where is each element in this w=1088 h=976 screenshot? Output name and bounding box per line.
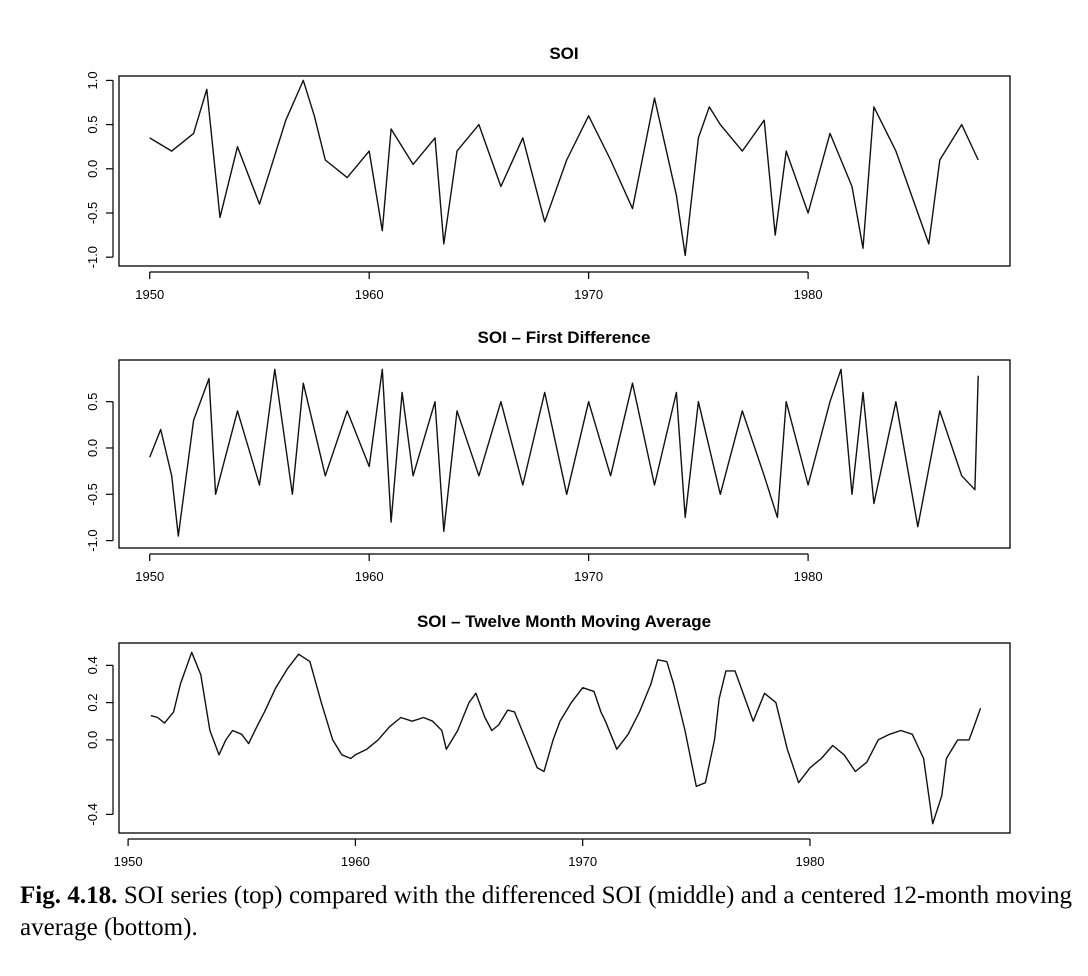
chart-title: SOI: [549, 44, 578, 63]
x-tick-label: 1960: [341, 854, 370, 869]
x-tick-label: 1960: [355, 287, 384, 302]
caption-text: SOI series (top) compared with the diffe…: [20, 882, 1072, 941]
y-tick-label: -1.0: [85, 529, 100, 551]
x-axis: 1950 1960 1970 1980: [135, 271, 823, 302]
y-tick-label: 0.5: [85, 393, 100, 411]
panel-first-difference: SOI – First Difference 1950 1960 1970 1980 …: [85, 328, 1011, 584]
x-tick-label: 1980: [796, 854, 825, 869]
chart-title: SOI – Twelve Month Moving Average: [417, 612, 711, 631]
panel-moving-average: SOI – Twelve Month Moving Average 1950 19…: [85, 612, 1011, 869]
plot-frame: [118, 75, 1011, 267]
x-tick-label: 1950: [114, 854, 143, 869]
x-axis: 1950 1960 1970 1980: [135, 553, 823, 584]
series-line-first-difference: [149, 368, 979, 537]
y-tick-label: 0.4: [85, 656, 100, 674]
y-tick-label: -0.5: [85, 202, 100, 224]
y-axis: -0.4 0.0 0.2 0.4: [85, 656, 114, 826]
panel-soi: SOI 1950 1960 1970 1980 -1.0 -0.5 0.0 0.5 1.0: [85, 44, 1011, 302]
y-axis: -1.0 -0.5 0.0 0.5: [85, 393, 114, 552]
x-tick-label: 1970: [574, 569, 603, 584]
y-tick-label: 0.5: [85, 116, 100, 134]
x-tick-label: 1950: [135, 287, 164, 302]
caption-label: Fig. 4.18.: [20, 882, 118, 909]
plot-frame: [118, 642, 1011, 834]
y-tick-label: 0.0: [85, 160, 100, 178]
x-tick-label: 1960: [355, 569, 384, 584]
y-axis: -1.0 -0.5 0.0 0.5 1.0: [85, 71, 114, 268]
chart-title: SOI – First Difference: [478, 328, 651, 347]
series-line-soi: [149, 79, 979, 257]
y-tick-label: -0.4: [85, 803, 100, 825]
y-tick-label: 1.0: [85, 71, 100, 89]
y-tick-label: 0.0: [85, 731, 100, 749]
x-tick-label: 1980: [794, 287, 823, 302]
y-tick-label: -0.5: [85, 483, 100, 505]
x-tick-label: 1970: [574, 287, 603, 302]
series-line-moving-average: [150, 651, 982, 825]
x-tick-label: 1970: [568, 854, 597, 869]
figure-caption: Fig. 4.18. SOI series (top) compared wit…: [20, 880, 1072, 944]
x-tick-label: 1950: [135, 569, 164, 584]
figure: SOI 1950 1960 1970 1980 -1.0 -0.5 0.0 0.5 1.0 S…: [85, 44, 1011, 869]
x-tick-label: 1980: [794, 569, 823, 584]
y-tick-label: 0.2: [85, 694, 100, 712]
y-tick-label: 0.0: [85, 439, 100, 457]
x-axis: 1950 1960 1970 1980: [114, 838, 825, 869]
y-tick-label: -1.0: [85, 246, 100, 268]
plot-frame: [118, 359, 1011, 549]
